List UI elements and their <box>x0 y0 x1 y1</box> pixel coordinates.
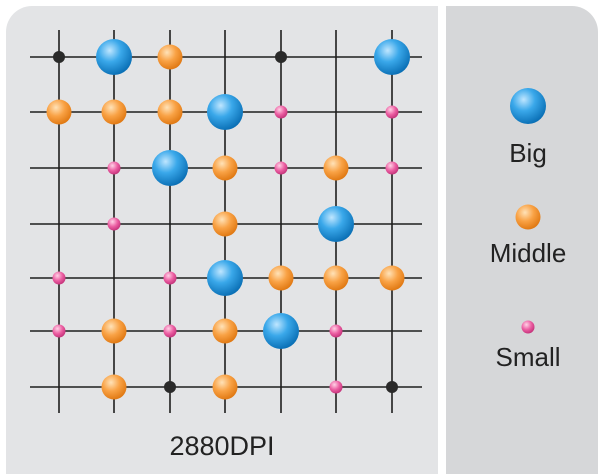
dot-small <box>107 217 121 231</box>
grid-point <box>275 51 287 63</box>
dot-small <box>52 324 66 338</box>
legend-label-small: Small <box>495 342 560 372</box>
legend-label-middle: Middle <box>490 238 567 268</box>
dot-big <box>374 39 410 75</box>
dot-middle <box>212 155 238 181</box>
dot-small <box>329 380 343 394</box>
dot-big <box>96 39 132 75</box>
legend-swatch-small <box>521 320 535 334</box>
dot-small <box>107 161 121 175</box>
legend-swatch-big <box>510 88 546 124</box>
legend-label-big: Big <box>509 138 547 168</box>
dot-middle <box>323 265 349 291</box>
dot-middle <box>157 99 183 125</box>
grid-point <box>164 381 176 393</box>
dot-big <box>207 260 243 296</box>
dot-small <box>385 105 399 119</box>
dot-middle <box>157 44 183 70</box>
dot-big <box>207 94 243 130</box>
legend: Big Middle Small <box>490 88 567 372</box>
dot-small <box>274 105 288 119</box>
grid-point <box>386 381 398 393</box>
dot-big <box>152 150 188 186</box>
dot-middle <box>212 318 238 344</box>
dot-small <box>274 161 288 175</box>
legend-panel <box>446 6 598 474</box>
dot-small <box>329 324 343 338</box>
dot-middle <box>101 99 127 125</box>
dot-middle <box>268 265 294 291</box>
dot-big <box>318 206 354 242</box>
dot-small <box>385 161 399 175</box>
resolution-caption: 2880DPI <box>169 431 274 461</box>
dot-middle <box>212 211 238 237</box>
dot-middle <box>101 318 127 344</box>
dot-small <box>163 271 177 285</box>
grid-point <box>53 51 65 63</box>
dot-middle <box>323 155 349 181</box>
dot-big <box>263 313 299 349</box>
dot-small <box>163 324 177 338</box>
dot-middle <box>101 374 127 400</box>
legend-swatch-middle <box>515 204 541 230</box>
dot-small <box>52 271 66 285</box>
dot-middle <box>46 99 72 125</box>
dot-middle <box>379 265 405 291</box>
dot-middle <box>212 374 238 400</box>
dot-layer <box>46 39 410 400</box>
